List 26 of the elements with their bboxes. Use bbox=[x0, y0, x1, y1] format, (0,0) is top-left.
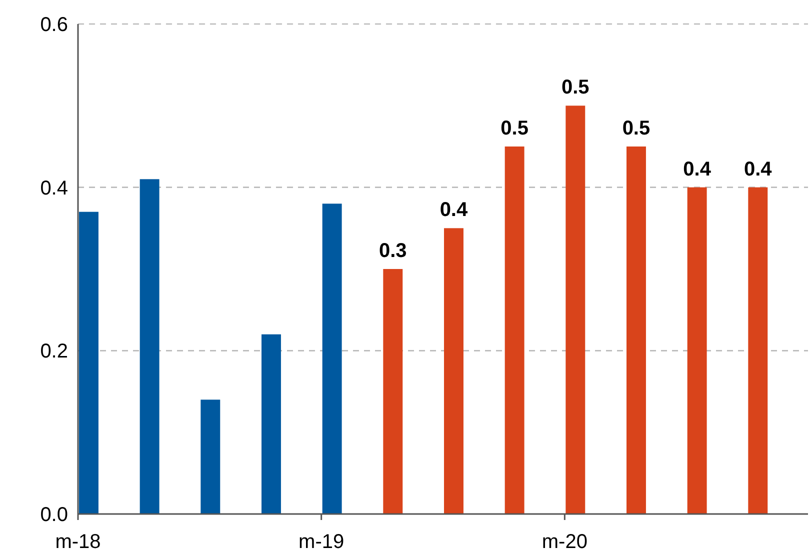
x-tick-label: m-18 bbox=[55, 531, 101, 553]
data-label: 0.5 bbox=[500, 118, 528, 140]
data-label: 0.4 bbox=[744, 158, 773, 180]
x-tick-label: m-20 bbox=[542, 531, 588, 553]
x-tick-label: m-19 bbox=[298, 531, 344, 553]
data-label: 0.3 bbox=[378, 240, 407, 262]
bar bbox=[566, 106, 586, 514]
bar bbox=[748, 187, 768, 514]
y-tick-label: 0.6 bbox=[40, 14, 68, 36]
bar bbox=[383, 269, 403, 514]
bar bbox=[262, 334, 281, 514]
data-label: 0.4 bbox=[683, 158, 712, 180]
data-label: 0.5 bbox=[561, 76, 590, 99]
y-tick-label: 0.0 bbox=[40, 504, 68, 526]
bar bbox=[626, 146, 646, 514]
y-tick-label: 0.4 bbox=[40, 177, 68, 200]
data-label: 0.5 bbox=[622, 118, 650, 140]
bar bbox=[322, 204, 342, 514]
bar bbox=[504, 146, 524, 514]
bar bbox=[200, 400, 220, 514]
bar bbox=[79, 212, 98, 514]
bar bbox=[687, 187, 707, 514]
data-label: 0.4 bbox=[440, 199, 469, 222]
bar bbox=[140, 179, 160, 514]
y-tick-label: 0.2 bbox=[40, 340, 68, 363]
bar bbox=[444, 228, 464, 514]
